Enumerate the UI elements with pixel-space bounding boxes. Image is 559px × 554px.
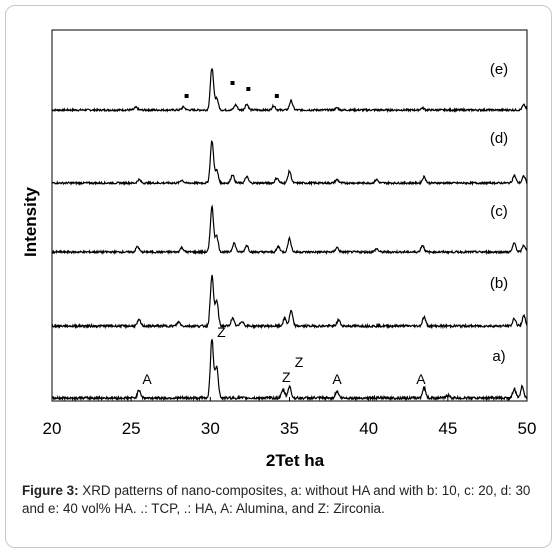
phase-marker xyxy=(184,94,189,98)
figure-frame xyxy=(5,5,552,548)
phase-marker xyxy=(230,81,235,85)
xrd-trace xyxy=(51,274,528,330)
phase-annotation: A xyxy=(142,371,152,387)
phase-marker xyxy=(246,87,251,91)
phase-annotation: A xyxy=(416,371,426,387)
series-label: (c) xyxy=(490,203,508,220)
x-axis-label: 2Tet ha xyxy=(266,451,325,470)
x-tick-label: 45 xyxy=(438,419,457,438)
x-tick-label: 25 xyxy=(122,419,141,438)
x-tick-label: 30 xyxy=(201,419,220,438)
xrd-trace xyxy=(51,338,528,402)
xrd-trace xyxy=(51,68,528,114)
plot-area-border xyxy=(51,29,528,402)
phase-marker xyxy=(274,94,279,98)
x-tick-label: 35 xyxy=(280,419,299,438)
phase-annotation: Z xyxy=(295,354,304,370)
series-label: (b) xyxy=(490,275,508,292)
x-tick-label: 20 xyxy=(43,419,62,438)
x-tick-label: 50 xyxy=(518,419,537,438)
x-axis-ticks: 20 25 30 35 40 45 50 xyxy=(43,397,537,438)
phase-annotation: A xyxy=(332,371,342,387)
series-label: (e) xyxy=(490,61,508,78)
phase-annotation: Z xyxy=(217,324,226,340)
chart-series: (e) (d) (c) (b) a) xyxy=(51,61,528,402)
caption-label: Figure 3: xyxy=(22,483,79,498)
series-label: (d) xyxy=(490,130,508,147)
xrd-trace xyxy=(51,140,528,187)
chart-axes xyxy=(51,29,528,402)
figure-caption: Figure 3: XRD patterns of nano-composite… xyxy=(22,482,542,518)
y-axis-label: Intensity xyxy=(21,187,40,257)
phase-annotation: Z xyxy=(282,369,291,385)
caption-text: XRD patterns of nano-composites, a: with… xyxy=(22,483,531,516)
x-tick-label: 40 xyxy=(359,419,378,438)
series-label: a) xyxy=(492,348,505,365)
xrd-trace xyxy=(51,204,528,256)
